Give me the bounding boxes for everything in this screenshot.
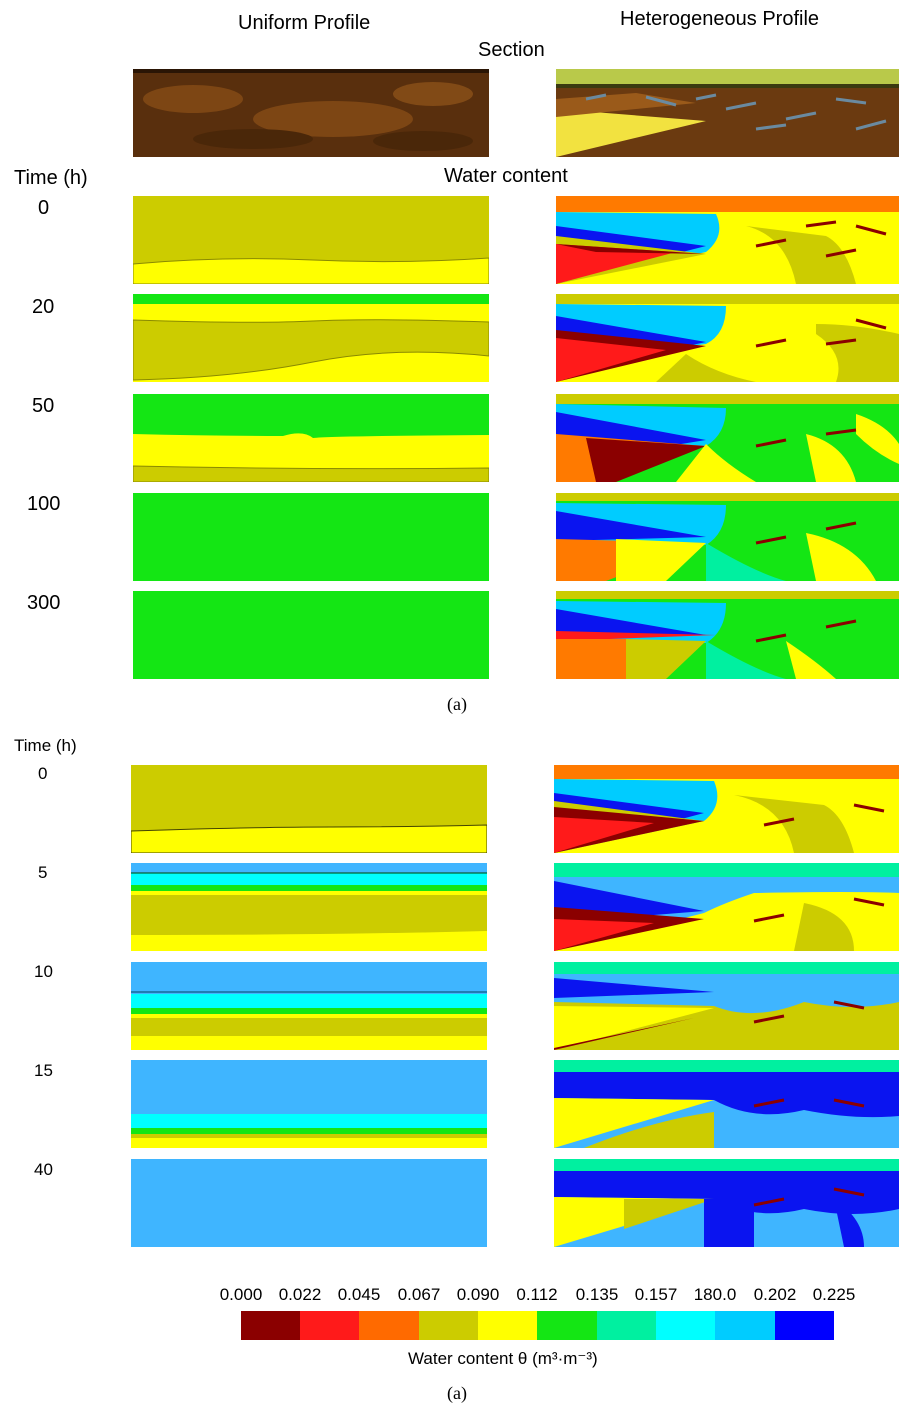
uniform-panel-b-5 (131, 863, 487, 951)
colorbar-cell (775, 1311, 834, 1340)
colorbar-cell (537, 1311, 598, 1340)
caption-a-top: (a) (447, 694, 467, 714)
heterogeneous-panel-b-40 (554, 1159, 899, 1247)
time-label-b-0: 0 (38, 764, 48, 783)
section-title: Section (478, 39, 545, 61)
colorbar-cell (419, 1311, 479, 1340)
colorbar-cell (300, 1311, 360, 1340)
colorbar-tick: 0.225 (812, 1285, 856, 1304)
colorbar-tick: 180.0 (693, 1285, 737, 1304)
colorbar-cell (359, 1311, 420, 1340)
colorbar-cell (597, 1311, 657, 1340)
colorbar-tick: 0.022 (278, 1285, 322, 1304)
caption-a-bottom: (a) (447, 1383, 467, 1403)
time-label-b-40: 40 (34, 1160, 53, 1179)
uniform-panel-a-50 (133, 394, 489, 482)
time-label-a-100: 100 (27, 493, 61, 515)
uniform-panel-b-15 (131, 1060, 487, 1148)
colorbar-tick: 0.045 (337, 1285, 381, 1304)
colorbar-tick: 0.112 (516, 1285, 558, 1304)
colorbar-tick: 0.157 (634, 1285, 678, 1304)
colorbar-tick: 0.090 (456, 1285, 500, 1304)
heterogeneous-panel-a-100 (556, 493, 899, 581)
time-label-b-10: 10 (34, 962, 53, 981)
uniform-profile-title: Uniform Profile (238, 12, 371, 34)
colorbar-cell (656, 1311, 716, 1340)
colorbar-label: Water content θ (m³·m⁻³) (408, 1349, 598, 1368)
uniform-section-image (133, 69, 489, 157)
uniform-panel-b-10 (131, 962, 487, 1050)
uniform-panel-a-20 (133, 294, 489, 382)
heterogeneous-panel-b-5 (554, 863, 899, 951)
time-axis-label-a: Time (h) (14, 167, 88, 189)
colorbar-tick: 0.135 (575, 1285, 619, 1304)
colorbar-cell (715, 1311, 776, 1340)
colorbar-cell (241, 1311, 301, 1340)
uniform-panel-b-0 (131, 765, 487, 853)
time-label-b-5: 5 (38, 863, 48, 882)
time-axis-label-b: Time (h) (14, 736, 77, 755)
heterogeneous-panel-b-15 (554, 1060, 899, 1148)
time-label-a-50: 50 (32, 395, 55, 417)
heterogeneous-panel-a-50 (556, 394, 899, 482)
colorbar-tick: 0.202 (753, 1285, 797, 1304)
heterogeneous-panel-a-20 (556, 294, 899, 382)
heterogeneous-panel-b-10 (554, 962, 899, 1050)
water-content-title: Water content (444, 165, 568, 187)
uniform-panel-b-40 (131, 1159, 487, 1247)
uniform-panel-a-100 (133, 493, 489, 581)
time-label-a-20: 20 (32, 296, 55, 318)
heterogeneous-panel-a-300 (556, 591, 899, 679)
uniform-panel-a-0 (133, 196, 489, 284)
uniform-panel-a-300 (133, 591, 489, 679)
colorbar-tick: 0.000 (219, 1285, 263, 1304)
heterogeneous-section-image (556, 69, 899, 157)
colorbar-cell (478, 1311, 538, 1340)
heterogeneous-profile-title: Heterogeneous Profile (620, 8, 820, 30)
time-label-b-15: 15 (34, 1061, 53, 1080)
time-label-a-0: 0 (38, 197, 50, 219)
colorbar-tick: 0.067 (397, 1285, 441, 1304)
time-label-a-300: 300 (27, 592, 61, 614)
heterogeneous-panel-b-0 (554, 765, 899, 853)
heterogeneous-panel-a-0 (556, 196, 899, 284)
